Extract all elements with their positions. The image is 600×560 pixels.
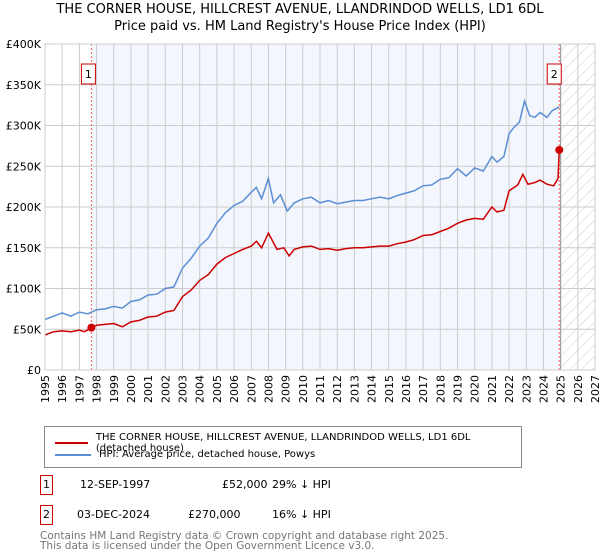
y-tick-label: £350K bbox=[6, 79, 42, 92]
price-paid-line bbox=[44, 149, 561, 336]
x-tick-label: 2000 bbox=[125, 375, 138, 403]
x-tick-label: 2025 bbox=[555, 375, 568, 403]
sale-badge-label: 1 bbox=[85, 68, 92, 81]
y-tick-label: £50K bbox=[13, 323, 42, 336]
marker-badge: 1 bbox=[40, 475, 53, 495]
x-tick-label: 2006 bbox=[228, 375, 241, 403]
x-tick-label: 2021 bbox=[486, 375, 499, 403]
x-tick-label: 2007 bbox=[245, 375, 258, 403]
x-tick-label: 2022 bbox=[503, 375, 516, 403]
x-tick-label: 2019 bbox=[452, 375, 465, 403]
y-tick-label: £0 bbox=[27, 364, 41, 377]
y-tick-label: £400K bbox=[6, 38, 42, 51]
transaction-price: £270,000 bbox=[188, 508, 241, 521]
plot-border bbox=[44, 43, 596, 371]
x-tick-label: 2023 bbox=[520, 375, 533, 403]
transaction-date: 03-DEC-2024 bbox=[77, 508, 151, 521]
x-tick-label: 2005 bbox=[211, 375, 224, 403]
transaction-hpi: 29% ↓ HPI bbox=[272, 478, 331, 491]
legend-swatch-blue bbox=[55, 453, 91, 456]
x-tick-label: 2001 bbox=[142, 375, 155, 403]
x-tick-label: 2015 bbox=[383, 375, 396, 403]
x-tick-label: 1996 bbox=[56, 375, 69, 403]
transaction-row: 2 03-DEC-2024 £270,000 16% ↓ HPI bbox=[40, 505, 460, 525]
sale-badge bbox=[546, 63, 562, 85]
sale-badge bbox=[80, 63, 96, 85]
x-tick-label: 2027 bbox=[589, 375, 600, 403]
transaction-hpi: 16% ↓ HPI bbox=[272, 508, 331, 521]
sale-badge-label: 2 bbox=[551, 68, 558, 81]
legend-swatch-red bbox=[55, 442, 88, 444]
x-tick-label: 2008 bbox=[262, 375, 275, 403]
y-tick-label: £300K bbox=[6, 120, 42, 133]
chart-title: THE CORNER HOUSE, HILLCREST AVENUE, LLAN… bbox=[56, 2, 544, 17]
legend-label: THE CORNER HOUSE, HILLCREST AVENUE, LLAN… bbox=[95, 432, 471, 454]
footer-copyright: Contains HM Land Registry data © Crown c… bbox=[40, 530, 449, 542]
x-tick-label: 2003 bbox=[177, 375, 190, 403]
transaction-row: 1 12-SEP-1997 £52,000 29% ↓ HPI bbox=[40, 475, 460, 495]
y-tick-label: £100K bbox=[6, 283, 42, 296]
legend: THE CORNER HOUSE, HILLCREST AVENUE, LLAN… bbox=[44, 426, 522, 468]
x-tick-label: 2016 bbox=[400, 375, 413, 403]
x-tick-label: 2024 bbox=[537, 375, 550, 403]
x-tick-label: 1997 bbox=[73, 375, 86, 403]
x-tick-label: 1999 bbox=[108, 375, 121, 403]
x-tick-label: 2012 bbox=[331, 375, 344, 403]
x-tick-label: 2014 bbox=[366, 375, 379, 403]
x-tick-label: 1995 bbox=[39, 375, 52, 403]
sale-point bbox=[87, 323, 96, 332]
y-tick-label: £200K bbox=[6, 201, 42, 214]
x-tick-label: 2010 bbox=[297, 375, 310, 403]
x-tick-label: 2020 bbox=[469, 375, 482, 403]
x-tick-label: 2026 bbox=[572, 375, 585, 403]
sale-point bbox=[555, 145, 564, 154]
footer-licence: This data is licensed under the Open Gov… bbox=[40, 540, 375, 552]
x-tick-label: 2013 bbox=[348, 375, 361, 403]
y-tick-label: £150K bbox=[6, 242, 42, 255]
y-tick-label: £250K bbox=[6, 160, 42, 173]
x-tick-label: 2002 bbox=[159, 375, 172, 403]
price-chart: 1995 1996 1997 1998 1999 2000 2001 2002 2003 2004… bbox=[6, 38, 600, 403]
legend-item-hpi: HPI: Average price, detached house, Powy… bbox=[55, 449, 315, 460]
legend-label: HPI: Average price, detached house, Powy… bbox=[99, 449, 316, 460]
x-tick-label: 1998 bbox=[91, 375, 104, 403]
legend-item-property: THE CORNER HOUSE, HILLCREST AVENUE, LLAN… bbox=[55, 432, 521, 454]
marker-badge: 2 bbox=[40, 505, 53, 525]
x-tick-label: 2004 bbox=[194, 375, 207, 403]
chart-subtitle: Price paid vs. HM Land Registry's House … bbox=[114, 19, 486, 34]
transaction-price: £52,000 bbox=[222, 478, 268, 491]
transaction-date: 12-SEP-1997 bbox=[80, 478, 151, 491]
x-tick-label: 2011 bbox=[314, 375, 327, 403]
x-tick-label: 2018 bbox=[434, 375, 447, 403]
x-tick-label: 2009 bbox=[280, 375, 293, 403]
x-tick-label: 2017 bbox=[417, 375, 430, 403]
hpi-line bbox=[44, 98, 560, 321]
